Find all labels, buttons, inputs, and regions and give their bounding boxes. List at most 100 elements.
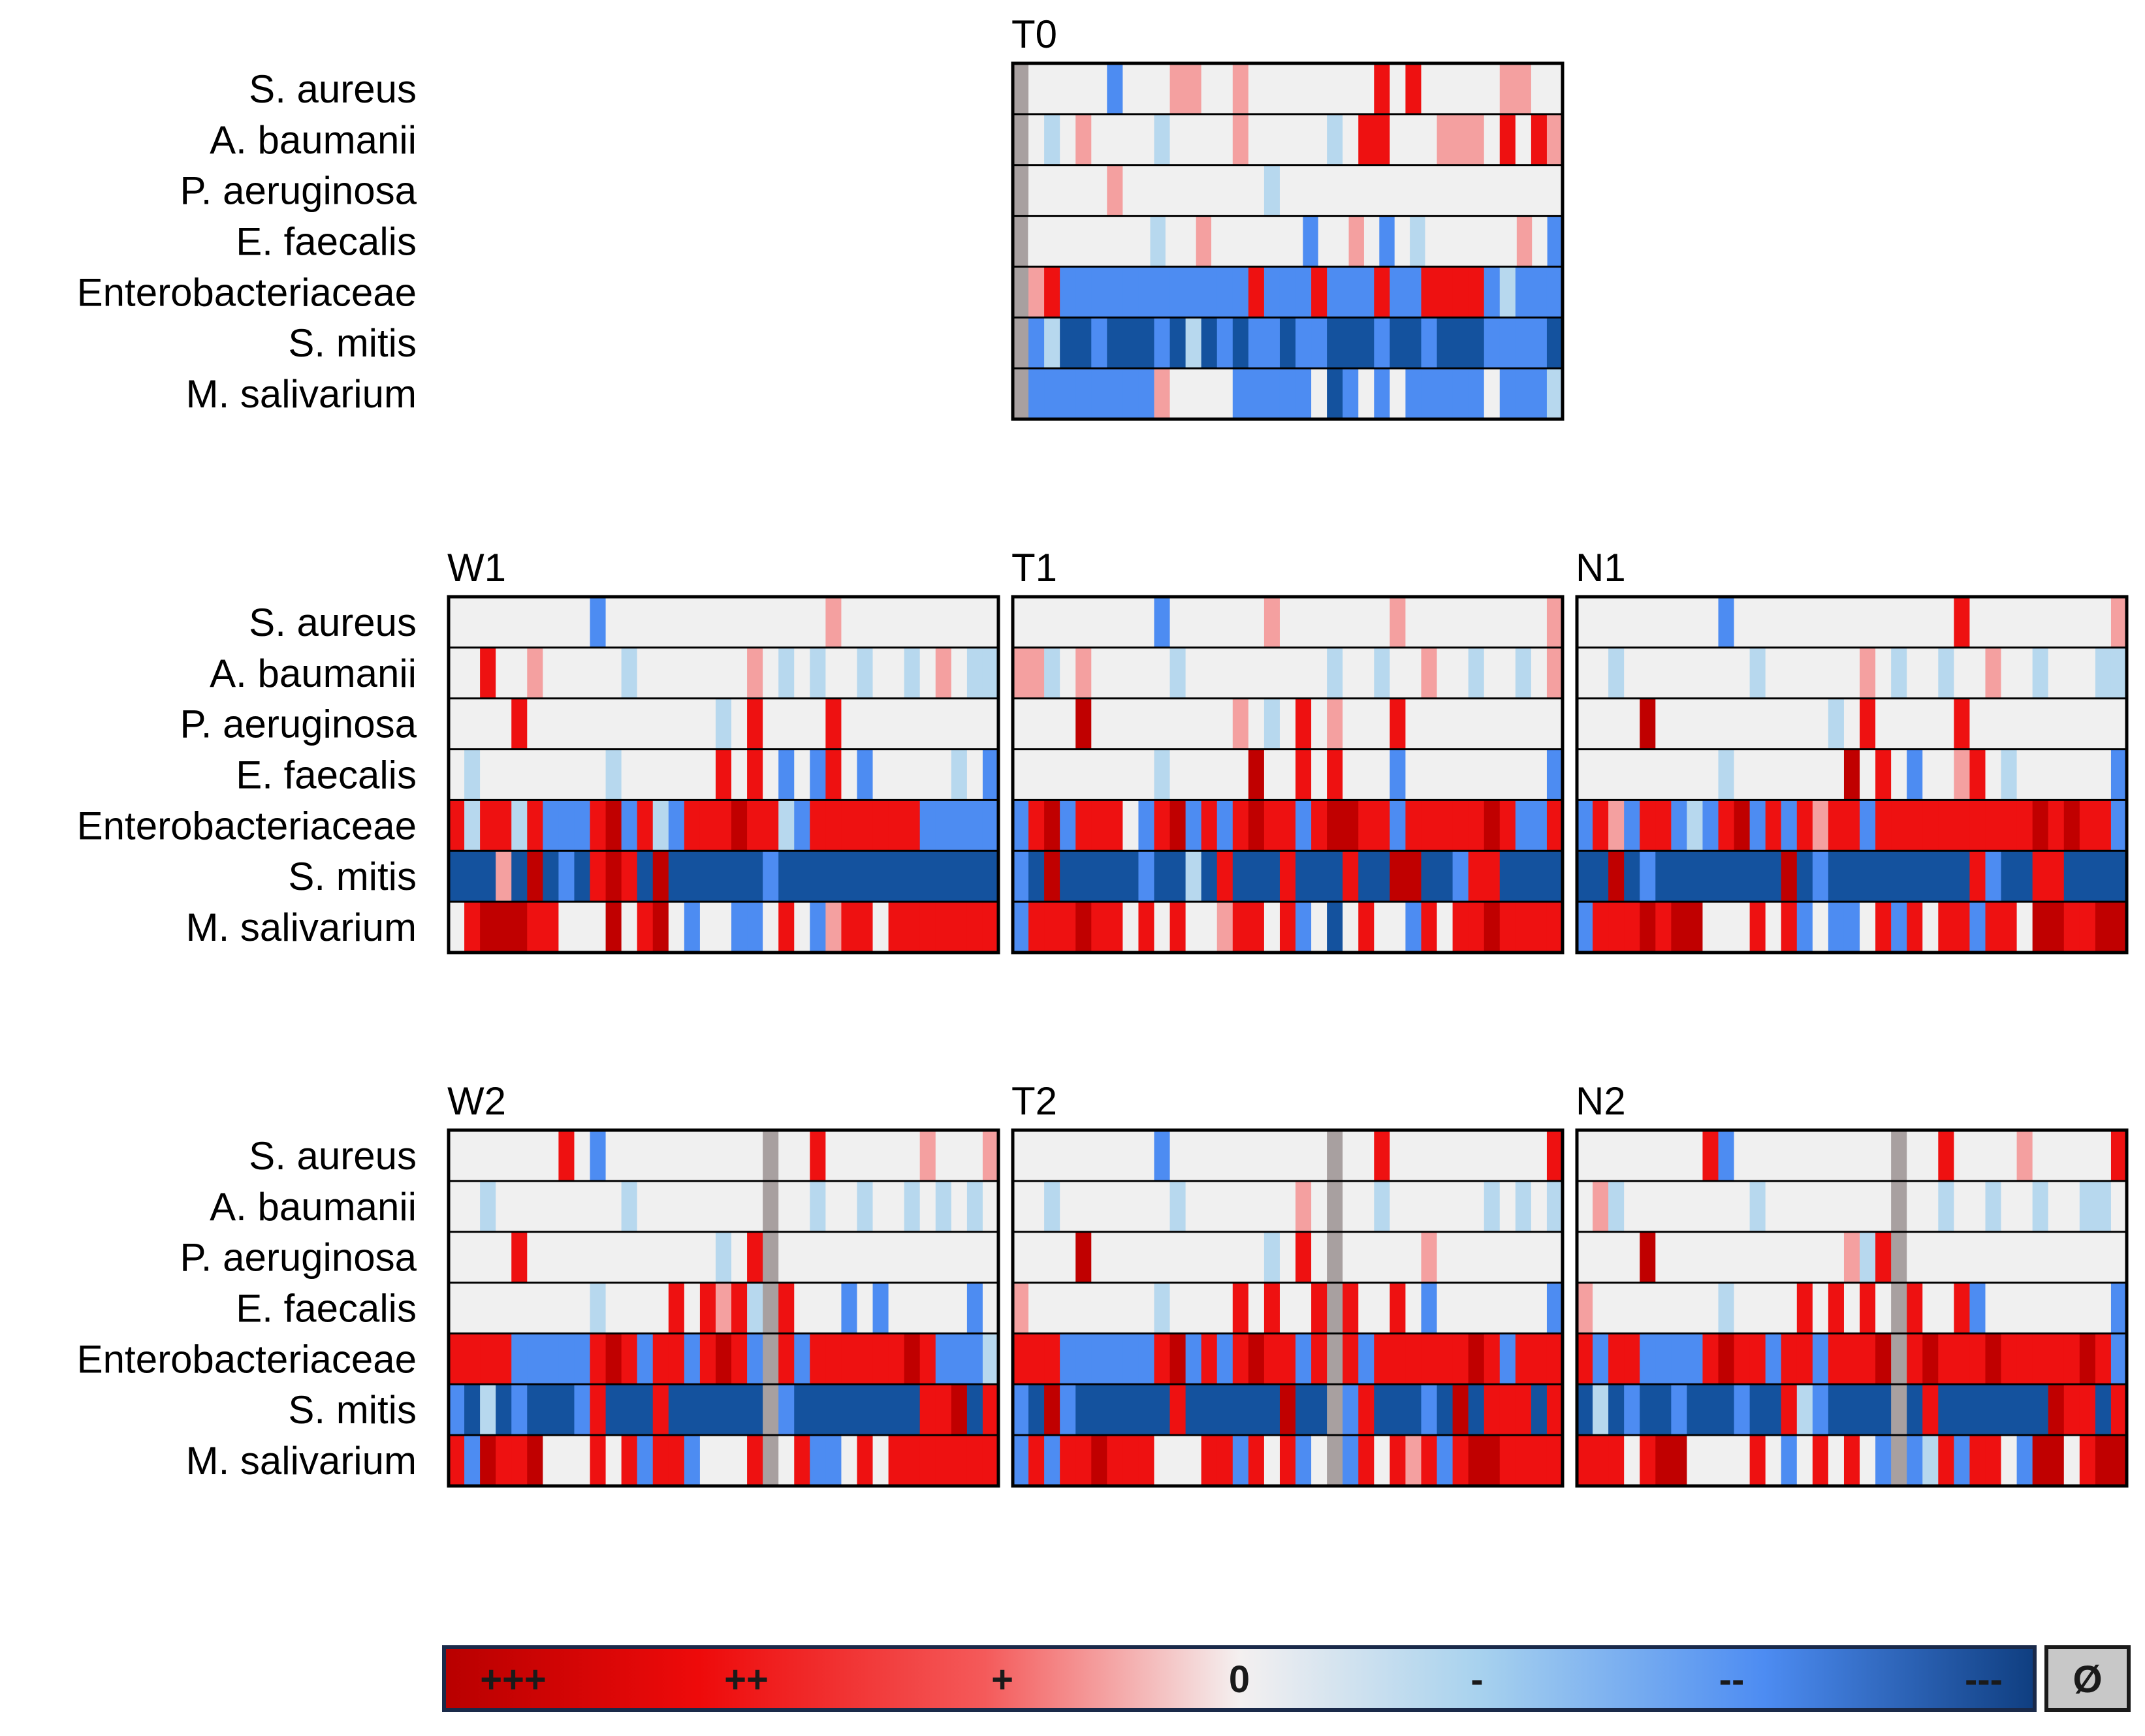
heatmap-cell	[1718, 1130, 1735, 1182]
heatmap-cell	[1028, 114, 1045, 166]
heatmap-cell	[1546, 1282, 1563, 1334]
heatmap-cell	[1954, 647, 1971, 699]
heatmap-cell	[1060, 902, 1076, 953]
heatmap-cell	[1169, 317, 1186, 369]
heatmap-cell	[2001, 851, 2018, 902]
heatmap-cell	[747, 597, 763, 648]
heatmap-cell	[1875, 597, 1892, 648]
legend-label-6: ---	[1965, 1658, 2003, 1701]
heatmap-cell	[2095, 1130, 2112, 1182]
heatmap-cell	[1390, 114, 1406, 166]
heatmap-cell	[1028, 1384, 1045, 1436]
heatmap-cell	[1122, 698, 1139, 750]
heatmap-cell	[1484, 1231, 1501, 1283]
heatmap-cell	[1593, 1282, 1609, 1334]
heatmap-cell	[904, 647, 921, 699]
heatmap-cell	[1122, 902, 1139, 953]
heatmap-cell	[1044, 1333, 1060, 1385]
heatmap-cell	[2016, 597, 2033, 648]
heatmap-cell	[715, 1435, 732, 1487]
heatmap-cell	[1687, 800, 1704, 851]
heatmap-cell	[1546, 1384, 1563, 1436]
heatmap-cell	[1891, 698, 1907, 750]
heatmap-cell	[1390, 597, 1406, 648]
heatmap-cell	[1201, 1282, 1218, 1334]
heatmap-cell	[1437, 368, 1454, 420]
heatmap-cell	[1288, 215, 1303, 267]
heatmap-cell	[605, 1333, 622, 1385]
heatmap-cell	[574, 1130, 591, 1182]
heatmap-cell	[1358, 647, 1374, 699]
heatmap-cell	[919, 1231, 936, 1283]
heatmap-cell	[1358, 597, 1374, 648]
heatmap-cell	[574, 647, 591, 699]
heatmap-cell	[1154, 63, 1171, 115]
heatmap-cell	[951, 800, 968, 851]
heatmap-cell	[1954, 1282, 1971, 1334]
heatmap-cell	[872, 749, 889, 800]
heatmap-cell	[794, 1130, 810, 1182]
heatmap-cell	[872, 597, 889, 648]
heatmap-cell	[825, 647, 842, 699]
heatmap-cell	[1263, 1435, 1280, 1487]
heatmap-cell	[872, 1282, 889, 1334]
heatmap-cell	[2110, 1282, 2127, 1334]
heatmap-cell	[1216, 1231, 1233, 1283]
heatmap-cell	[982, 698, 999, 750]
heatmap-cell	[511, 647, 528, 699]
heatmap-cell	[1185, 851, 1202, 902]
heatmap-cell	[1499, 1231, 1516, 1283]
heatmap-cell	[1907, 1384, 1923, 1436]
heatmap-cell	[951, 1231, 968, 1283]
heatmap-cell	[1343, 1231, 1359, 1283]
heatmap-cell	[449, 647, 465, 699]
heatmap-cell	[904, 1231, 921, 1283]
heatmap-cell	[2016, 1333, 2033, 1385]
heatmap-cell	[1531, 800, 1548, 851]
heatmap-cell	[1279, 1384, 1296, 1436]
heatmap-cell	[1013, 902, 1029, 953]
heatmap-cell	[1374, 317, 1390, 369]
heatmap-cell	[449, 597, 465, 648]
heatmap-cell	[2063, 1333, 2080, 1385]
heatmap-cell	[543, 647, 559, 699]
heatmap-cell	[1295, 1180, 1312, 1233]
heatmap-cell	[1138, 63, 1155, 115]
heatmap-cell	[464, 1130, 481, 1182]
heatmap-cell	[1122, 800, 1139, 851]
heatmap-cell	[1624, 851, 1640, 902]
panel-border	[1575, 595, 2129, 955]
heatmap-cell	[1468, 1130, 1485, 1182]
heatmap-cell	[1624, 1282, 1640, 1334]
heatmap-cell	[511, 698, 528, 750]
heatmap-cell	[1655, 1130, 1672, 1182]
heatmap-cell	[621, 851, 638, 902]
heatmap-cell	[841, 1282, 858, 1334]
heatmap-cell	[1374, 165, 1390, 216]
heatmap-cell	[825, 800, 842, 851]
heatmap-cell	[1060, 1282, 1076, 1334]
heatmap-cell	[1515, 266, 1532, 318]
heatmap-cell	[935, 1282, 952, 1334]
heatmap-cell	[1907, 1435, 1923, 1487]
heatmap-cell	[1374, 800, 1390, 851]
heatmap-cell	[1922, 851, 1939, 902]
heatmap-cell	[1107, 1384, 1123, 1436]
heatmap-cell	[1122, 1333, 1139, 1385]
heatmap-cell	[966, 1333, 983, 1385]
heatmap-cell	[1358, 749, 1374, 800]
heatmap-cell	[1248, 114, 1265, 166]
heatmap-cell	[527, 902, 543, 953]
heatmap-cell	[1531, 597, 1548, 648]
heatmap-cell	[857, 749, 874, 800]
heatmap-cell	[1044, 165, 1060, 216]
heatmap-cell	[464, 1384, 481, 1436]
heatmap-cell	[1577, 1435, 1593, 1487]
heatmap-cell	[857, 800, 874, 851]
heatmap-cell	[747, 1384, 763, 1436]
heatmap-cell	[1358, 902, 1374, 953]
heatmap-cell	[1452, 165, 1469, 216]
heatmap-cell	[1969, 647, 1986, 699]
heatmap-cell	[449, 1231, 465, 1283]
